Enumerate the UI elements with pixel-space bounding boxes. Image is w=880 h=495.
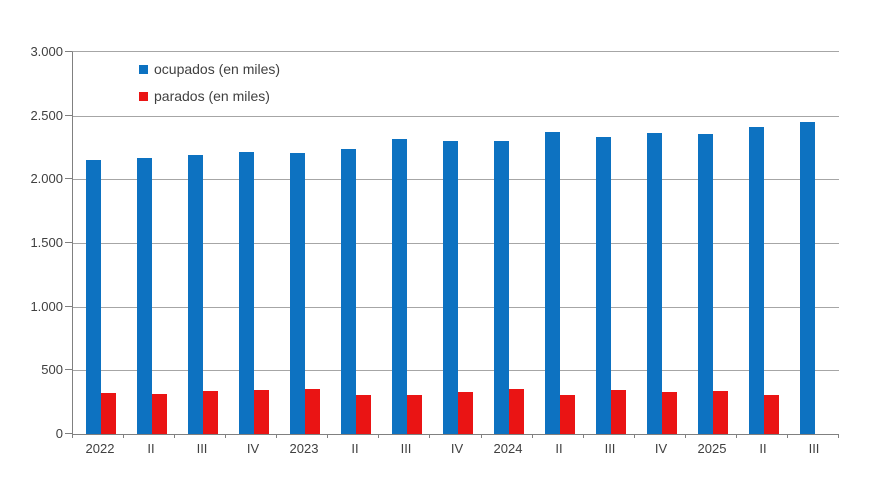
bar-ocupados-3-IV xyxy=(239,152,254,434)
x-label-II-9: II xyxy=(555,441,563,456)
x-tick-0 xyxy=(72,434,73,438)
x-tick-6 xyxy=(378,434,379,438)
x-label-2024-8: 2024 xyxy=(493,441,523,456)
bar-parados-10-III xyxy=(611,390,626,434)
y-tick-1500 xyxy=(65,242,72,243)
x-tick-14 xyxy=(787,434,788,438)
x-tick-10 xyxy=(583,434,584,438)
bar-ocupados-1-II xyxy=(137,158,152,434)
y-tick-label-3000: 3.000 xyxy=(30,44,63,59)
bar-ocupados-14-III xyxy=(800,122,815,434)
x-tick-2 xyxy=(174,434,175,438)
bar-parados-11-IV xyxy=(662,392,677,434)
y-tick-3000 xyxy=(65,51,72,52)
y-tick-label-500: 500 xyxy=(41,362,63,377)
bar-parados-3-IV xyxy=(254,390,269,434)
legend-label-ocupados: ocupados (en miles) xyxy=(154,61,281,77)
x-tick-4 xyxy=(276,434,277,438)
x-tick-8 xyxy=(481,434,482,438)
x-tick-11 xyxy=(634,434,635,438)
y-tick-2500 xyxy=(65,115,72,116)
gridline-2500 xyxy=(73,116,839,117)
legend-swatch-ocupados-icon xyxy=(139,64,148,74)
x-label-IV-3: IV xyxy=(246,441,260,456)
bar-ocupados-2-III xyxy=(188,155,203,434)
bar-parados-0-2022 xyxy=(101,393,116,434)
bar-ocupados-6-III xyxy=(392,139,407,434)
x-label-III-10: III xyxy=(604,441,616,456)
bar-ocupados-13-II xyxy=(749,127,764,434)
bar-parados-1-II xyxy=(152,394,167,434)
bar-ocupados-8-2024 xyxy=(494,141,509,434)
x-label-III-14: III xyxy=(808,441,820,456)
y-tick-label-1500: 1.500 xyxy=(30,235,63,250)
legend-label-parados: parados (en miles) xyxy=(154,88,270,104)
bar-parados-7-IV xyxy=(458,392,473,434)
x-tick-9 xyxy=(532,434,533,438)
bar-parados-12-2025 xyxy=(713,391,728,434)
legend-item-parados: parados (en miles) xyxy=(139,87,280,105)
y-tick-0 xyxy=(65,433,72,434)
x-label-II-1: II xyxy=(147,441,155,456)
bar-ocupados-4-2023 xyxy=(290,153,305,434)
x-tick-5 xyxy=(327,434,328,438)
x-label-II-13: II xyxy=(759,441,767,456)
bar-ocupados-11-IV xyxy=(647,133,662,434)
bar-parados-13-II xyxy=(764,395,779,434)
x-label-2023-4: 2023 xyxy=(289,441,319,456)
bar-parados-2-III xyxy=(203,391,218,434)
x-tick-1 xyxy=(123,434,124,438)
bar-parados-8-2024 xyxy=(509,389,524,434)
x-label-III-6: III xyxy=(400,441,412,456)
x-label-IV-11: IV xyxy=(654,441,668,456)
x-label-2025-12: 2025 xyxy=(697,441,727,456)
y-tick-1000 xyxy=(65,306,72,307)
bar-ocupados-9-II xyxy=(545,132,560,434)
bar-parados-5-II xyxy=(356,395,371,434)
x-label-III-2: III xyxy=(196,441,208,456)
x-tick-12 xyxy=(685,434,686,438)
bar-ocupados-7-IV xyxy=(443,141,458,434)
x-tick-15 xyxy=(838,434,839,438)
bar-parados-9-II xyxy=(560,395,575,434)
bar-ocupados-0-2022 xyxy=(86,160,101,434)
chart-legend: ocupados (en miles) parados (en miles) xyxy=(139,60,280,105)
bar-ocupados-10-III xyxy=(596,137,611,434)
bar-ocupados-12-2025 xyxy=(698,134,713,434)
plot-area xyxy=(72,51,839,435)
y-tick-label-1000: 1.000 xyxy=(30,299,63,314)
y-tick-2000 xyxy=(65,178,72,179)
y-tick-500 xyxy=(65,369,72,370)
x-label-II-5: II xyxy=(351,441,359,456)
bar-parados-4-2023 xyxy=(305,389,320,434)
x-label-IV-7: IV xyxy=(450,441,464,456)
y-tick-label-2500: 2.500 xyxy=(30,108,63,123)
legend-swatch-parados-icon xyxy=(139,91,148,101)
y-tick-label-2000: 2.000 xyxy=(30,171,63,186)
x-tick-3 xyxy=(225,434,226,438)
x-label-2022-0: 2022 xyxy=(85,441,115,456)
x-tick-7 xyxy=(429,434,430,438)
x-tick-13 xyxy=(736,434,737,438)
legend-item-ocupados: ocupados (en miles) xyxy=(139,60,280,78)
y-tick-label-0: 0 xyxy=(55,426,63,441)
bar-parados-6-III xyxy=(407,395,422,434)
bar-ocupados-5-II xyxy=(341,149,356,434)
